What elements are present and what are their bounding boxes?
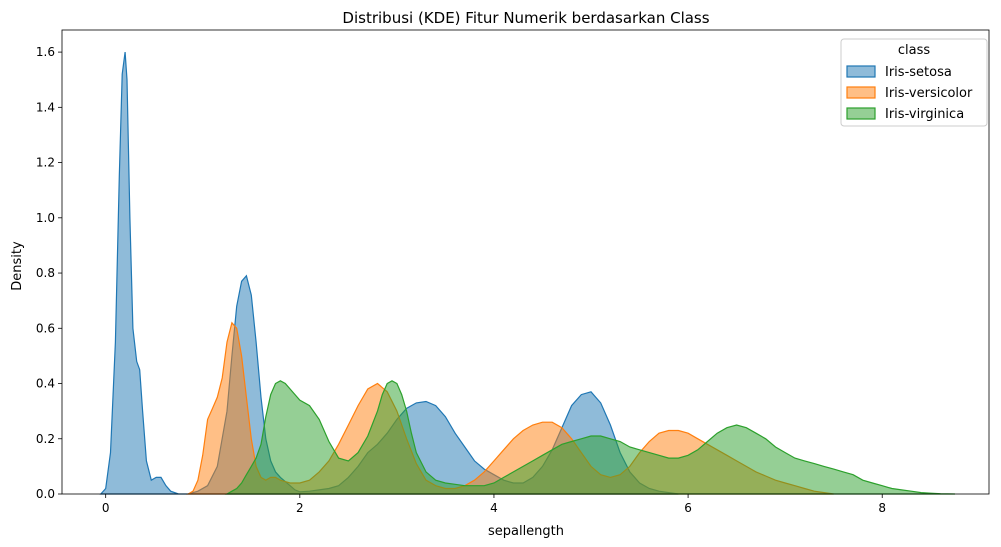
x-tick-label: 6 bbox=[684, 501, 692, 515]
legend-swatch bbox=[846, 86, 876, 99]
y-tick-label: 1.4 bbox=[36, 100, 55, 114]
x-tick-label: 4 bbox=[490, 501, 498, 515]
y-tick-label: 0.2 bbox=[36, 432, 55, 446]
chart-title: Distribusi (KDE) Fitur Numerik berdasark… bbox=[342, 9, 709, 27]
plot-area bbox=[99, 52, 956, 495]
legend-label: Iris-virginica bbox=[885, 107, 964, 122]
y-tick-label: 0.0 bbox=[36, 487, 55, 501]
y-tick-label: 0.8 bbox=[36, 266, 55, 280]
legend-box bbox=[840, 38, 988, 127]
y-tick-label: 1.0 bbox=[36, 211, 55, 225]
legend-swatch bbox=[846, 107, 876, 120]
x-axis: 0 2 4 6 8 bbox=[102, 494, 886, 515]
y-axis: 0.0 0.2 0.4 0.6 0.8 1.0 1.2 1.4 1.6 bbox=[36, 45, 62, 501]
x-axis-label: sepallength bbox=[488, 524, 564, 539]
y-tick-label: 0.6 bbox=[36, 321, 55, 335]
y-tick-label: 0.4 bbox=[36, 377, 55, 391]
plot-frame bbox=[61, 29, 990, 495]
y-tick-label: 1.6 bbox=[36, 45, 55, 59]
y-tick-label: 1.2 bbox=[36, 156, 55, 170]
legend-label: Iris-setosa bbox=[885, 65, 952, 80]
x-tick-label: 0 bbox=[102, 501, 110, 515]
legend: class Iris-setosa Iris-versicolor Iris-vir… bbox=[840, 38, 988, 127]
x-tick-label: 8 bbox=[878, 501, 886, 515]
legend-swatch bbox=[846, 65, 876, 78]
legend-label: Iris-versicolor bbox=[885, 86, 973, 101]
legend-title: class bbox=[898, 43, 930, 58]
x-tick-label: 2 bbox=[296, 501, 304, 515]
y-axis-label: Density bbox=[10, 241, 25, 291]
series-area-iris-virginica bbox=[224, 380, 956, 495]
